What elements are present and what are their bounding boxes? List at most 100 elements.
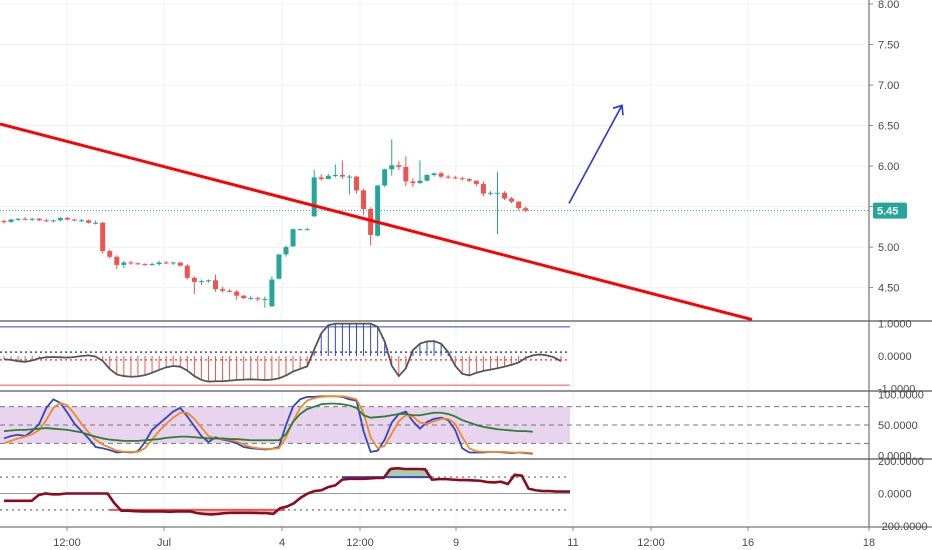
candle-body[interactable] <box>339 174 345 177</box>
candle-body[interactable] <box>43 220 49 222</box>
candle-body[interactable] <box>346 176 352 178</box>
candle-body[interactable] <box>248 298 254 300</box>
candle-body[interactable] <box>410 181 416 184</box>
candle-body[interactable] <box>438 173 444 177</box>
candle-body[interactable] <box>262 298 268 300</box>
time-axis[interactable]: 12:00 Jul 4 12:00 9 11 12:00 16 18 <box>53 527 875 549</box>
y-tick-label: 0.0000 <box>878 451 912 463</box>
candle-body[interactable] <box>516 201 522 209</box>
candle-body[interactable] <box>332 174 338 176</box>
candle-body[interactable] <box>213 280 218 290</box>
y-tick-label: 0.0000 <box>878 489 912 501</box>
candle-body[interactable] <box>36 218 42 221</box>
candle-body[interactable] <box>354 176 359 191</box>
candle-body[interactable] <box>64 217 70 220</box>
projection-arrow[interactable] <box>568 104 623 204</box>
candle-body[interactable] <box>495 192 500 194</box>
candle-body[interactable] <box>473 180 479 184</box>
candle-body[interactable] <box>135 263 141 265</box>
stochastic-trend-line[interactable] <box>3 402 533 442</box>
candle-body[interactable] <box>50 220 56 222</box>
y-tick-label: 200.0000 <box>878 456 924 468</box>
candle-body[interactable] <box>297 229 303 231</box>
candle-body[interactable] <box>156 262 162 265</box>
oscillator-2-pane[interactable] <box>0 466 570 516</box>
candle-body[interactable] <box>100 222 106 252</box>
candle-body[interactable] <box>79 220 85 222</box>
candle-body[interactable] <box>220 289 226 291</box>
candle-body[interactable] <box>311 177 317 217</box>
candle-body[interactable] <box>241 295 247 299</box>
candle-body[interactable] <box>375 185 381 236</box>
candle-body[interactable] <box>142 264 148 266</box>
candle-body[interactable] <box>403 166 409 182</box>
y-tick-label: 100.0000 <box>878 389 924 401</box>
x-tick-label: 12:00 <box>53 537 81 549</box>
candle-body[interactable] <box>276 254 282 279</box>
candle-body[interactable] <box>325 175 331 180</box>
price-axis[interactable]: 8.007.507.006.506.005.505.004.505.451.00… <box>869 0 928 533</box>
oscillator-1-pane[interactable] <box>0 322 570 386</box>
oscillator-2-line[interactable] <box>4 466 570 516</box>
trendline[interactable] <box>0 122 753 322</box>
candle-body[interactable] <box>368 209 374 235</box>
chart-grid <box>0 0 870 527</box>
y-tick-label: 0.0000 <box>878 351 912 363</box>
x-tick-label: 18 <box>863 537 875 549</box>
candle-body[interactable] <box>198 281 204 283</box>
candle-body[interactable] <box>459 178 465 180</box>
candle-body[interactable] <box>170 262 176 264</box>
candle-body[interactable] <box>318 177 324 180</box>
candle-body[interactable] <box>509 198 515 202</box>
candle-body[interactable] <box>191 277 197 282</box>
candle-body[interactable] <box>15 218 21 220</box>
candle-body[interactable] <box>114 256 120 265</box>
candle-body[interactable] <box>86 220 92 223</box>
candle-body[interactable] <box>29 218 35 220</box>
candle-body[interactable] <box>57 217 63 221</box>
y-tick-label: 7.00 <box>878 80 899 92</box>
candle-body[interactable] <box>304 229 310 231</box>
candle-body[interactable] <box>523 208 529 211</box>
candle-body[interactable] <box>283 247 289 255</box>
candle-body[interactable] <box>149 264 155 266</box>
candle-body[interactable] <box>22 218 28 220</box>
candle-body[interactable] <box>8 219 14 222</box>
candle-body[interactable] <box>502 192 508 199</box>
candle-body[interactable] <box>480 183 486 194</box>
oscillator-1-line[interactable] <box>3 322 562 383</box>
candle-body[interactable] <box>269 279 275 307</box>
candle-body[interactable] <box>452 177 458 179</box>
candle-body[interactable] <box>163 262 169 264</box>
candle-body[interactable] <box>424 174 430 181</box>
y-tick-label: -200.0000 <box>878 521 928 533</box>
candle-body[interactable] <box>107 251 113 257</box>
candle-body[interactable] <box>417 180 423 184</box>
candle-body[interactable] <box>445 176 451 178</box>
candle-body[interactable] <box>255 298 261 300</box>
candle-body[interactable] <box>184 265 190 278</box>
y-tick-label: -1.0000 <box>878 383 915 395</box>
stochastic-pane[interactable] <box>0 395 869 455</box>
candle-body[interactable] <box>128 262 134 264</box>
candle-body[interactable] <box>389 165 395 170</box>
candle-body[interactable] <box>396 165 402 167</box>
candle-body[interactable] <box>466 179 472 181</box>
arrow-head-icon <box>612 104 624 116</box>
candle-body[interactable] <box>93 222 99 224</box>
candle-body[interactable] <box>121 262 127 265</box>
candle-body[interactable] <box>1 221 7 223</box>
candle-body[interactable] <box>361 190 367 210</box>
candle-body[interactable] <box>382 169 388 186</box>
candle-body[interactable] <box>234 291 240 296</box>
candle-body[interactable] <box>72 219 77 221</box>
candle-body[interactable] <box>431 173 437 175</box>
price-pane[interactable] <box>0 104 869 322</box>
candle-body[interactable] <box>177 262 183 266</box>
candle-body[interactable] <box>227 290 233 292</box>
candle-body[interactable] <box>290 229 296 247</box>
candle-body[interactable] <box>205 280 211 282</box>
candle-body[interactable] <box>487 192 493 194</box>
pane-borders <box>0 0 932 528</box>
